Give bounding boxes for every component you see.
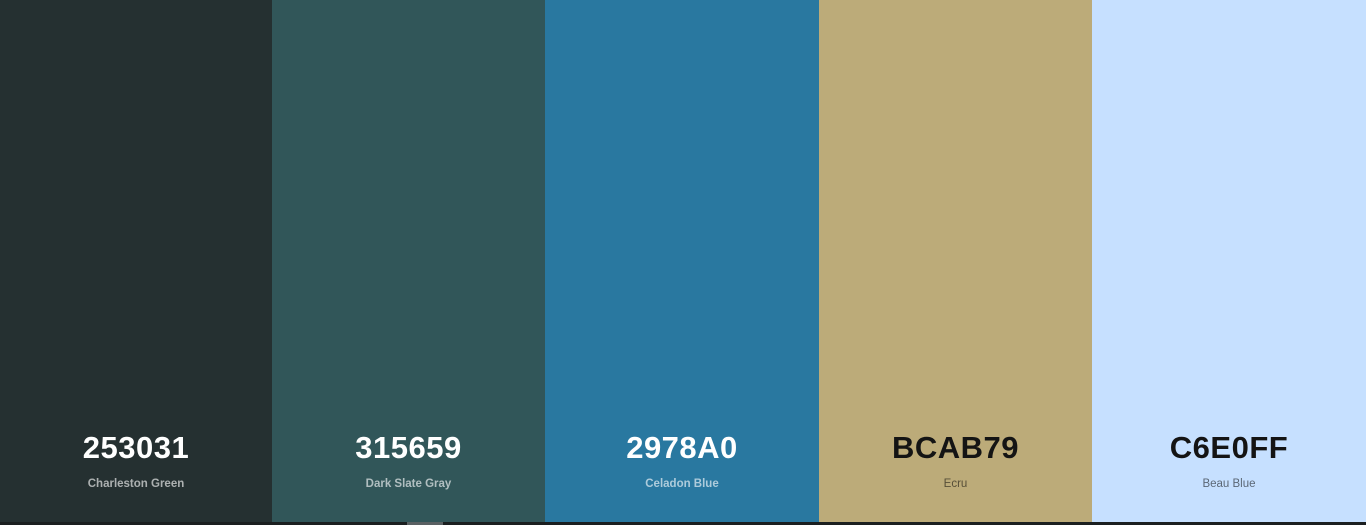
scroll-thumb[interactable] xyxy=(407,522,443,525)
swatch-hex-code[interactable]: 2978A0 xyxy=(626,430,738,465)
swatch-color-name: Beau Blue xyxy=(1202,478,1256,490)
swatch-hex-code[interactable]: C6E0FF xyxy=(1169,430,1289,465)
bottom-bar xyxy=(0,522,1366,525)
swatch-hex-code[interactable]: BCAB79 xyxy=(891,430,1020,465)
swatch-color-name: Charleston Green xyxy=(87,478,185,490)
color-swatch-dark-slate-gray[interactable]: 315659 Dark Slate Gray xyxy=(272,0,545,522)
swatch-color-name: Ecru xyxy=(943,478,968,490)
swatch-color-name: Dark Slate Gray xyxy=(365,478,452,490)
color-swatch-charleston-green[interactable]: 253031 Charleston Green xyxy=(0,0,272,522)
color-swatch-beau-blue[interactable]: C6E0FF Beau Blue xyxy=(1092,0,1366,522)
swatch-hex-code[interactable]: 315659 xyxy=(355,430,462,465)
swatch-hex-code[interactable]: 253031 xyxy=(82,430,190,465)
color-swatch-ecru[interactable]: BCAB79 Ecru xyxy=(819,0,1092,522)
swatch-color-name: Celadon Blue xyxy=(645,478,719,490)
color-swatch-celadon-blue[interactable]: 2978A0 Celadon Blue xyxy=(545,0,819,522)
